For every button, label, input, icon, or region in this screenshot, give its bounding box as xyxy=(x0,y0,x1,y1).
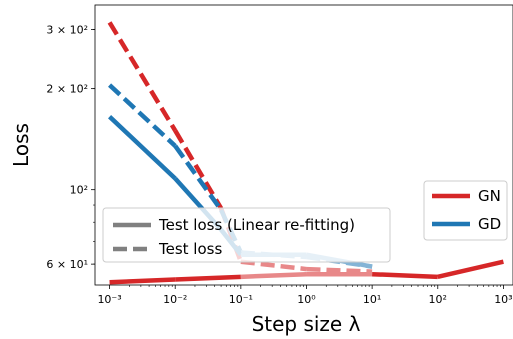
y-axis-label: Loss xyxy=(9,123,33,167)
x-tick-label: 10⁻³ xyxy=(97,293,121,306)
legend-style-box xyxy=(102,207,391,263)
x-axis-ticks: 10⁻³ 10⁻² 10⁻¹ 10⁰ 10¹ 10² 10³ xyxy=(97,285,513,306)
series-gd-test-loss-segment xyxy=(173,144,223,212)
x-tick-label: 10³ xyxy=(494,293,512,306)
y-axis-ticks: 6 × 10¹ 10² 2 × 10² 3 × 10² xyxy=(46,24,95,271)
series-gn-test-loss-segment xyxy=(240,259,307,272)
series-gn-test-loss-segment xyxy=(173,129,224,210)
x-tick-label: 10² xyxy=(429,293,447,306)
x-tick-label: 10⁻¹ xyxy=(229,293,253,306)
x-axis-label: Step size λ xyxy=(252,312,361,336)
series-gn-refit-segment xyxy=(372,271,438,280)
legend-label-refit: Test loss (Linear re-fitting) xyxy=(158,216,355,234)
x-tick-label: 10⁻² xyxy=(163,293,187,306)
legend-label-test: Test loss xyxy=(158,240,222,258)
y-tick-label: 3 × 10² xyxy=(46,24,88,37)
y-tick-label: 10² xyxy=(70,184,88,197)
series-gd-refit-segment xyxy=(108,115,177,181)
legend-method: GN GD xyxy=(423,180,508,241)
legend-label-gn: GN xyxy=(478,187,501,205)
plot-frame xyxy=(94,4,513,286)
series-gn-refit-segment xyxy=(437,259,504,280)
legend-label-gd: GD xyxy=(478,215,501,233)
x-tick-label: 10⁰ xyxy=(297,293,316,306)
series-gn-refit-segment xyxy=(109,277,176,285)
x-tick-label: 10¹ xyxy=(363,293,381,306)
y-tick-label: 6 × 10¹ xyxy=(46,258,88,271)
series-gn-test-loss-segment xyxy=(306,266,373,274)
series-gn-refit-segment xyxy=(240,271,307,280)
series-gn-test-loss-segment xyxy=(107,21,178,132)
legend-style: Test loss (Linear re-fitting) Test loss xyxy=(102,207,391,263)
series-gd-test-loss-segment xyxy=(108,83,177,148)
y-tick-label: 2 × 10² xyxy=(46,83,88,96)
series-gn-refit-segment xyxy=(175,274,241,282)
